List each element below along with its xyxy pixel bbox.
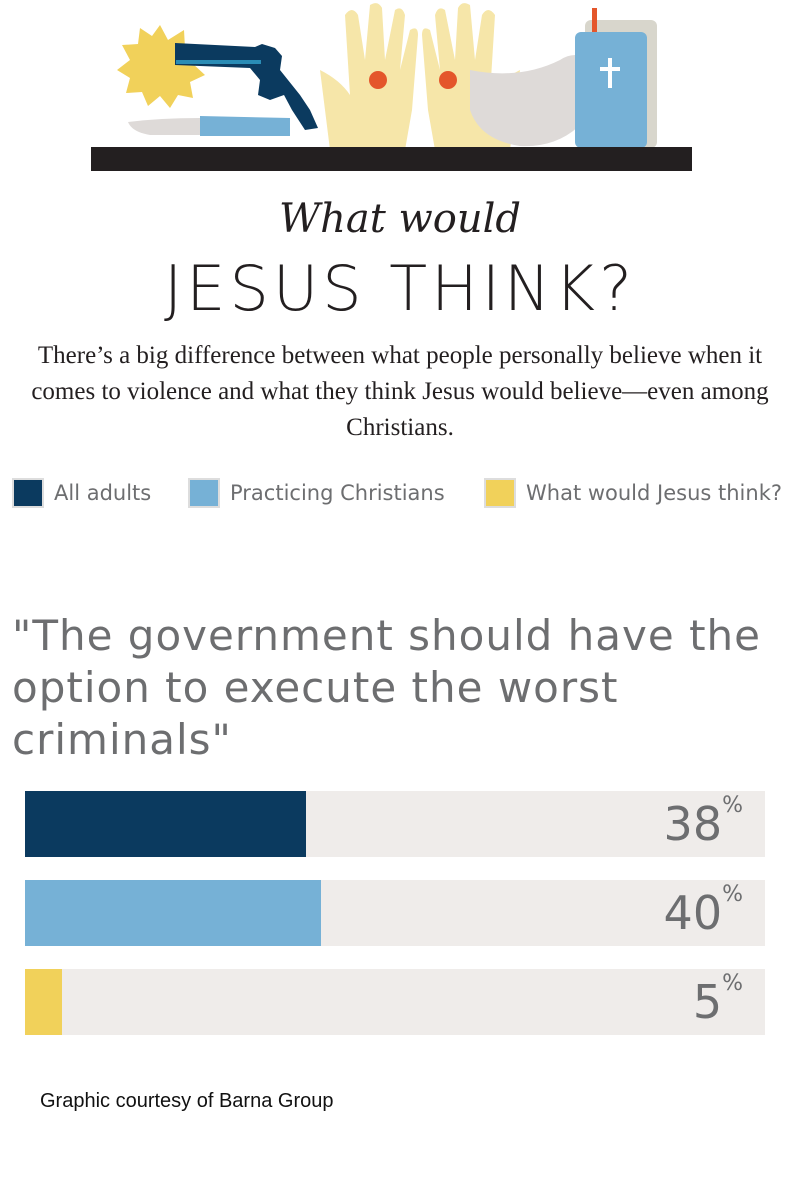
chart-title: "The government should have the option t… [12, 611, 761, 764]
gun-icon [175, 43, 318, 130]
legend-item-practicing-christians: Practicing Christians [188, 478, 445, 508]
knife-icon [128, 118, 200, 135]
data-label: 40% [663, 882, 743, 940]
bar-track: 5% [25, 969, 765, 1035]
data-label: 38% [663, 793, 743, 851]
dove-icon [470, 55, 590, 147]
shelf [91, 147, 692, 171]
data-label: 5% [692, 971, 743, 1029]
burst-icon [117, 25, 205, 108]
credit: Graphic courtesy of Barna Group [40, 1090, 334, 1112]
intro-text: There’s a big difference between what pe… [31, 342, 769, 441]
legend-swatch [188, 478, 220, 508]
page-title: JESUS THINK? [164, 252, 636, 325]
subtitle: What would [279, 196, 521, 242]
legend-label: What would Jesus think? [526, 481, 782, 505]
legend-swatch [484, 478, 516, 508]
bar-2 [25, 969, 62, 1035]
hand-left-icon [320, 3, 418, 151]
legend-swatch [12, 478, 44, 508]
legend-item-all-adults: All adults [12, 478, 151, 508]
bar-track: 40% [25, 880, 765, 946]
bar-1 [25, 880, 321, 946]
legend-label: Practicing Christians [230, 481, 445, 505]
header-illustration [91, 3, 692, 171]
legend-label: All adults [54, 481, 152, 505]
legend-item-jesus: What would Jesus think? [484, 478, 782, 508]
bar-track: 38% [25, 791, 765, 857]
bar-0 [25, 791, 307, 857]
